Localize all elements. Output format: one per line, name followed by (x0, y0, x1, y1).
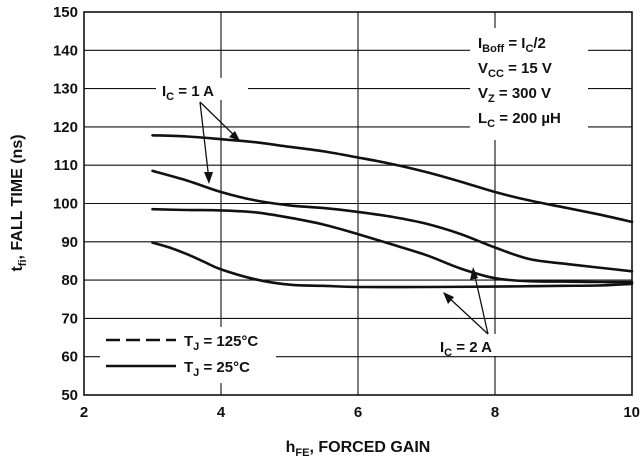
ic-2a-annotation: IC = 2 A (432, 267, 530, 359)
y-tick-label: 80 (61, 272, 78, 289)
condition-vcc: VCC = 15 V (478, 60, 552, 80)
legend: TJ = 125°C TJ = 25°C (100, 327, 276, 383)
condition-vz: VZ = 300 V (478, 85, 551, 105)
y-axis-label: tfi, FALL TIME (ns) (9, 134, 29, 271)
y-tick-label: 60 (61, 349, 78, 366)
x-tick-label: 10 (623, 404, 640, 421)
y-tick-label: 150 (53, 4, 78, 21)
arrowhead (470, 267, 478, 280)
y-tick-label: 90 (61, 234, 78, 251)
ic-2a-label: IC = 2 A (440, 339, 492, 359)
curve-3 (151, 241, 634, 289)
y-tick-label: 50 (61, 387, 78, 404)
arrow-to-lower-curve (199, 101, 210, 181)
tick-labels: 50 60 70 80 90 100 110 120 130 140 150 2 4 6 8 10 (53, 4, 640, 421)
arrow-to-upper-2a-curve (473, 271, 489, 335)
y-tick-label: 130 (53, 81, 78, 98)
curve-1 (151, 169, 634, 273)
arrowhead (204, 172, 213, 184)
condition-ib: IBoff = IC/2 (478, 35, 546, 55)
x-tick-label: 2 (80, 404, 88, 421)
x-tick-label: 6 (354, 404, 362, 421)
y-tick-label: 100 (53, 196, 78, 213)
arrowhead (443, 292, 454, 304)
legend-label-125: TJ = 125°C (184, 333, 258, 353)
y-tick-label: 140 (53, 42, 78, 59)
y-tick-label: 110 (54, 157, 78, 174)
x-axis-label: hFE, FORCED GAIN (286, 439, 431, 459)
arrow-to-lower-2a-curve (446, 295, 489, 335)
x-tick-label: 8 (491, 404, 499, 421)
test-conditions: IBoff = IC/2 VCC = 15 V VZ = 300 V LC = … (470, 28, 588, 140)
condition-lc: LC = 200 µH (478, 110, 561, 130)
arrowhead (229, 131, 240, 141)
data-curves (151, 134, 634, 289)
curve-0 (151, 134, 634, 224)
legend-label-25: TJ = 25°C (184, 359, 250, 379)
ic-1a-label: IC = 1 A (162, 83, 214, 103)
x-tick-label: 4 (217, 404, 226, 421)
plot-frame (83, 11, 633, 396)
y-tick-label: 70 (61, 310, 78, 327)
y-tick-label: 120 (53, 119, 78, 136)
curve-2 (151, 207, 634, 284)
ic-1a-annotation: IC = 1 A (156, 78, 248, 184)
arrow-to-upper-curve (199, 101, 239, 140)
